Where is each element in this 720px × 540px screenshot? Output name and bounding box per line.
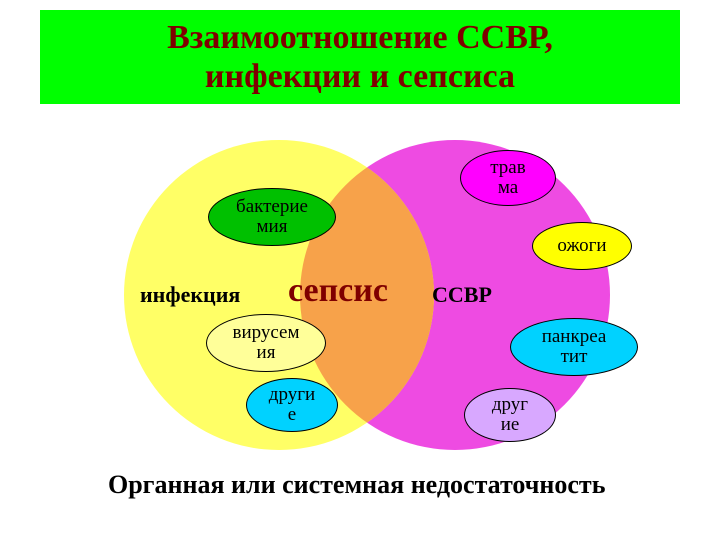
oval-trauma: трав ма [460, 150, 556, 206]
oval-other-right: друг ие [464, 388, 556, 442]
oval-burns: ожоги [532, 222, 632, 270]
oval-pancreatitis: панкреа тит [510, 318, 638, 376]
label-infection: инфекция [140, 282, 240, 308]
label-sepsis: сепсис [288, 272, 388, 310]
label-ssvr: ССВР [432, 282, 492, 308]
venn-svg [0, 0, 720, 540]
oval-viremia: вирусем ия [206, 314, 326, 372]
oval-other-left: други е [246, 378, 338, 432]
oval-bacteremia: бактерие мия [208, 188, 336, 246]
footer-text: Органная или системная недостаточность [108, 470, 605, 500]
